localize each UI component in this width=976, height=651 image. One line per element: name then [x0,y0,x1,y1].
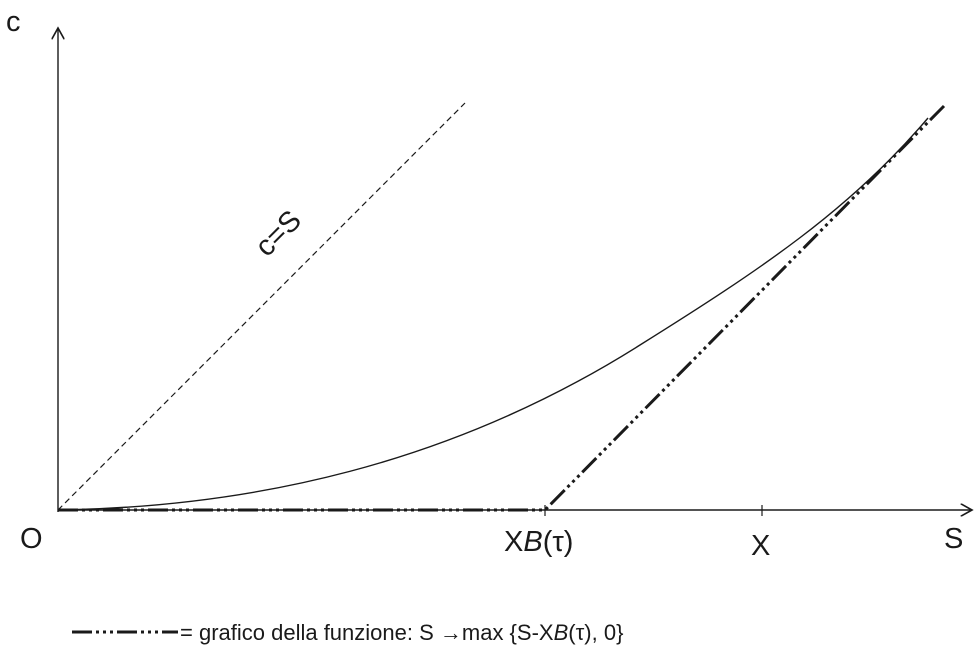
c-equals-s-label: c=S [249,204,308,263]
strike-x-label: X [751,530,770,562]
xb-tau-label: XB(τ) [504,526,573,558]
payoff-line [58,104,946,512]
origin-label: O [20,523,43,555]
c-equals-s-line [57,102,466,511]
legend: = grafico della funzione: S →max {S-XB(τ… [72,620,623,645]
option-value-curve [57,117,929,511]
x-axis-label: S [944,523,963,555]
legend-text: = grafico della funzione: S →max {S-XB(τ… [180,620,623,645]
y-axis-label: c [6,6,21,38]
